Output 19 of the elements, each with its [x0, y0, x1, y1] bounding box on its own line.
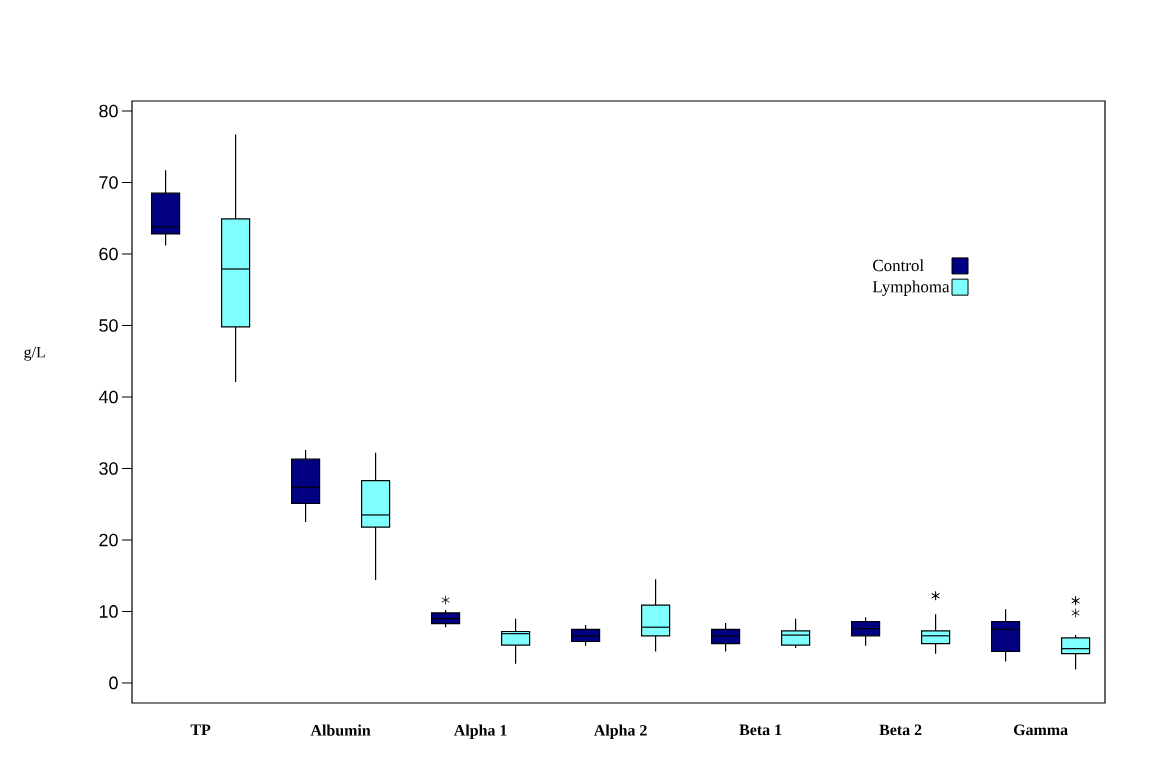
x-tick-label: Gamma [1013, 724, 1068, 736]
y-tick-label: 70 [99, 176, 118, 189]
y-tick-label: 40 [98, 390, 118, 404]
x-tick-label: Alpha 1 [453, 724, 507, 739]
x-tick-label: Beta 1 [739, 724, 782, 736]
x-tick-label: TP [190, 724, 211, 735]
y-axis-title: g/L [24, 346, 45, 361]
y-tick-label: 30 [99, 462, 118, 475]
x-tick-label: Albumin [310, 724, 371, 736]
y-tick-label: 80 [99, 104, 118, 118]
y-tick-label: 10 [99, 605, 118, 618]
y-tick-label: 0 [109, 676, 118, 690]
x-tick-label: Beta 2 [879, 724, 922, 736]
legend-label: Lymphoma [872, 280, 950, 296]
y-tick-label: 60 [99, 247, 118, 261]
legend-label: Control [873, 259, 924, 272]
y-tick-label: 50 [99, 319, 118, 332]
x-tick-label: Alpha 2 [593, 724, 647, 739]
y-tick-label: 20 [99, 533, 118, 547]
